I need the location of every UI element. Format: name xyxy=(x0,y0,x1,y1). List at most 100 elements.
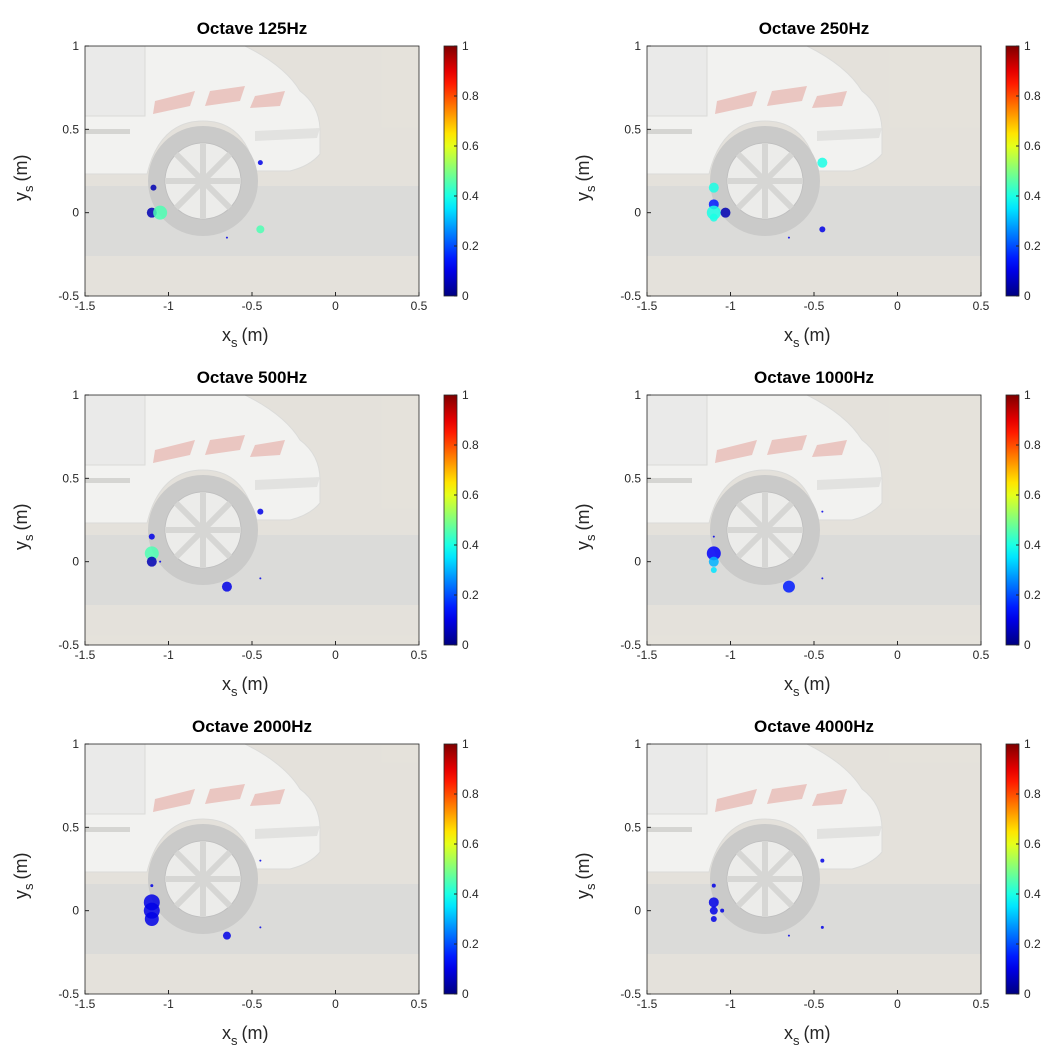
colorbar-tick-label: 0 xyxy=(1024,289,1031,303)
colorbar-tick-label: 0.4 xyxy=(1024,189,1041,203)
label-main: y xyxy=(573,890,593,899)
scatter-point xyxy=(709,213,718,222)
x-tick-label: 0 xyxy=(332,648,339,662)
x-axis-label: xs (m) xyxy=(222,1023,268,1048)
label-subscript: s xyxy=(21,534,36,541)
colorbar-tick-label: 0.2 xyxy=(462,937,479,951)
x-tick-label: -0.5 xyxy=(242,648,263,662)
colorbar-tick-label: 0.2 xyxy=(1024,937,1041,951)
colorbar-tick-label: 0 xyxy=(462,638,469,652)
x-tick-label: 0 xyxy=(894,648,901,662)
subplot-title: Octave 4000Hz xyxy=(754,717,874,736)
x-axis-label: xs (m) xyxy=(222,674,268,699)
x-tick-label: -1 xyxy=(163,648,174,662)
colorbar-tick-label: 0.8 xyxy=(462,89,479,103)
label-main: x xyxy=(784,325,793,345)
label-subscript: s xyxy=(231,684,238,699)
colorbar xyxy=(1005,394,1020,646)
colorbar xyxy=(443,394,458,646)
label-main: x xyxy=(222,674,231,694)
x-tick-label: 0.5 xyxy=(411,648,428,662)
scatter-point xyxy=(821,510,824,513)
x-tick-label: 0 xyxy=(894,997,901,1011)
label-subscript: s xyxy=(793,1033,800,1048)
label-main: y xyxy=(573,192,593,201)
y-tick-label: 0 xyxy=(72,206,79,220)
colorbar-tick-label: 0.8 xyxy=(1024,438,1041,452)
scatter-point xyxy=(720,908,725,913)
x-tick-label: 0.5 xyxy=(973,299,990,313)
scatter-point xyxy=(720,207,731,218)
colorbar-tick-label: 0.4 xyxy=(462,887,479,901)
x-tick-label: -1 xyxy=(725,299,736,313)
y-tick-label: -0.5 xyxy=(620,638,641,652)
y-tick-label: 1 xyxy=(72,39,79,53)
x-tick-label: -1.5 xyxy=(75,299,96,313)
label-subscript: s xyxy=(231,1033,238,1048)
x-tick-label: -0.5 xyxy=(804,299,825,313)
x-tick-label: 0.5 xyxy=(411,299,428,313)
label-unit: (m) xyxy=(11,155,31,182)
scatter-point xyxy=(222,931,231,940)
scatter-point xyxy=(817,157,828,168)
y-tick-label: 1 xyxy=(72,388,79,402)
scatter-point xyxy=(710,567,717,573)
scatter-point xyxy=(146,556,157,567)
scatter-point xyxy=(708,182,719,193)
colorbar-tick-label: 1 xyxy=(462,39,469,53)
label-unit: (m) xyxy=(242,325,269,345)
scatter-point xyxy=(150,884,154,888)
colorbar-tick-label: 0.6 xyxy=(462,837,479,851)
y-axis-label: ys (m) xyxy=(573,155,598,201)
x-tick-label: -1 xyxy=(725,997,736,1011)
colorbar-tick-label: 0.4 xyxy=(462,189,479,203)
colorbar-tick-label: 0.4 xyxy=(462,538,479,552)
scatter-point xyxy=(708,556,719,567)
label-unit: (m) xyxy=(804,325,831,345)
x-tick-label: -0.5 xyxy=(242,299,263,313)
colorbar-tick-label: 1 xyxy=(1024,39,1031,53)
scatter-point xyxy=(148,533,155,540)
scatter-point xyxy=(782,580,795,593)
y-tick-label: -0.5 xyxy=(620,987,641,1001)
y-axis-label: ys (m) xyxy=(11,853,36,899)
label-unit: (m) xyxy=(573,853,593,880)
scatter-point xyxy=(256,225,265,234)
subplot-title: Octave 2000Hz xyxy=(192,717,312,736)
colorbar-tick-label: 1 xyxy=(1024,388,1031,402)
x-tick-label: 0 xyxy=(332,299,339,313)
y-tick-label: -0.5 xyxy=(58,987,79,1001)
scatter-point xyxy=(159,560,162,563)
background-image xyxy=(85,744,419,994)
y-tick-label: 0 xyxy=(72,904,79,918)
x-tick-label: -0.5 xyxy=(242,997,263,1011)
scatter-point xyxy=(257,160,263,166)
colorbar-tick-label: 0.8 xyxy=(462,787,479,801)
colorbar-tick-label: 0.8 xyxy=(1024,787,1041,801)
scatter-point xyxy=(144,912,159,926)
x-tick-label: 0.5 xyxy=(973,648,990,662)
label-unit: (m) xyxy=(242,1023,269,1043)
label-main: y xyxy=(11,192,31,201)
scatter-point xyxy=(787,934,790,937)
scatter-point xyxy=(150,184,157,191)
y-axis-label: ys (m) xyxy=(11,155,36,201)
x-axis-label: xs (m) xyxy=(784,674,830,699)
background-image xyxy=(647,395,981,645)
scatter-point xyxy=(710,916,717,922)
label-unit: (m) xyxy=(573,504,593,531)
y-tick-label: 1 xyxy=(634,388,641,402)
scatter-point xyxy=(787,236,790,239)
x-tick-label: -1 xyxy=(163,997,174,1011)
y-tick-label: 0.5 xyxy=(624,122,641,136)
y-axis-label: ys (m) xyxy=(11,504,36,550)
colorbar-tick-label: 0.2 xyxy=(1024,588,1041,602)
subplot-title: Octave 250Hz xyxy=(759,19,870,38)
y-axis-label: ys (m) xyxy=(573,504,598,550)
scatter-point xyxy=(706,546,721,561)
subplot-title: Octave 500Hz xyxy=(197,368,308,387)
label-subscript: s xyxy=(793,335,800,350)
